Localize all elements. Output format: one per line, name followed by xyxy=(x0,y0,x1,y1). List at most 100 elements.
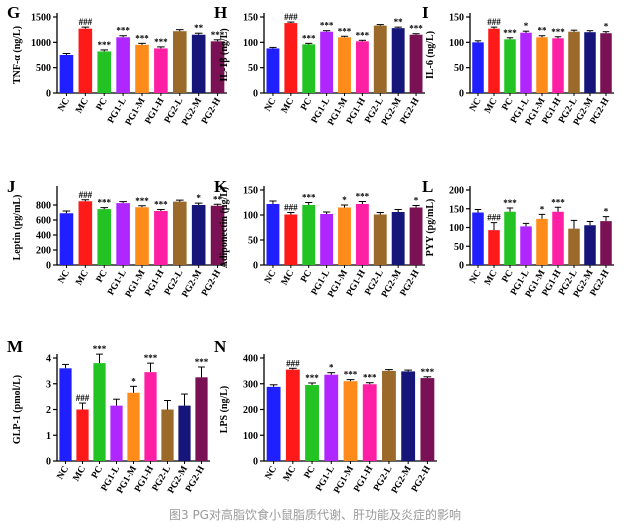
significance-label: *** xyxy=(356,30,370,40)
bar-pc xyxy=(97,209,112,265)
bar-pg2-h xyxy=(409,34,423,93)
bar-pg2-h xyxy=(409,207,423,265)
x-tick-label: MC xyxy=(282,464,299,483)
x-tick-label: PC xyxy=(90,464,105,480)
y-tick-label: 150 xyxy=(243,186,258,197)
bar-pc xyxy=(504,211,516,265)
bar-pg2-m xyxy=(584,225,596,265)
bar-nc xyxy=(472,212,484,265)
y-tick-label: 100 xyxy=(449,223,464,234)
significance-label: ### xyxy=(79,190,93,200)
bar-pg2-l xyxy=(373,25,387,93)
bar-nc xyxy=(59,213,74,265)
x-tick-label: MC xyxy=(74,96,91,115)
bar-pc xyxy=(93,363,106,461)
significance-label: *** xyxy=(116,26,130,36)
y-tick-label: 50 xyxy=(454,63,464,74)
bar-pg2-l xyxy=(568,31,580,93)
x-tick-label: PG1-H xyxy=(144,96,167,126)
significance-label: ### xyxy=(284,12,298,22)
significance-label: * xyxy=(604,207,609,217)
bar-pg2-l xyxy=(172,31,187,93)
bar-pg2-h xyxy=(420,378,435,461)
y-tick-label: 0 xyxy=(46,89,51,100)
bar-mc xyxy=(78,201,93,265)
bar-pg1-m xyxy=(536,218,548,265)
panel-letter: K xyxy=(214,177,228,196)
significance-label: *** xyxy=(211,30,225,40)
bar-pc xyxy=(504,39,516,93)
chart-panel-h: HIL-1β (ng/L)050100150NC###MC***PC***PG1… xyxy=(214,3,425,128)
significance-label: * xyxy=(329,363,334,373)
significance-label: *** xyxy=(305,373,319,383)
chart-panel-i: IIL-6 (ng/L)050100150NC###MC***PC*PG1-L*… xyxy=(422,3,614,128)
significance-label: * xyxy=(131,376,136,386)
panel-letter: H xyxy=(214,3,227,22)
bar-pg2-l xyxy=(373,214,387,265)
y-axis-label: GLP-1 (pmol/L) xyxy=(12,375,23,444)
significance-label: * xyxy=(604,22,609,32)
bar-pg2-h xyxy=(600,221,612,265)
x-tick-label: NC xyxy=(263,96,279,113)
bar-pg1-m xyxy=(135,44,149,93)
significance-label: *** xyxy=(135,196,149,206)
y-tick-label: 100 xyxy=(243,211,258,222)
bar-nc xyxy=(59,368,72,461)
y-tick-label: 1000 xyxy=(31,38,51,49)
y-tick-label: 150 xyxy=(449,13,464,24)
significance-label: *** xyxy=(344,370,358,380)
significance-label: * xyxy=(196,193,201,203)
y-tick-label: 1500 xyxy=(31,13,51,24)
significance-label: * xyxy=(540,204,545,214)
bar-pg2-m xyxy=(191,205,206,265)
bar-pc xyxy=(97,51,112,93)
y-tick-label: 150 xyxy=(449,204,464,215)
x-tick-label: MC xyxy=(72,464,89,483)
bar-pg2-m xyxy=(401,371,416,461)
x-tick-label: NC xyxy=(263,268,279,285)
y-tick-label: 500 xyxy=(36,63,51,74)
y-tick-label: 50 xyxy=(248,63,258,74)
significance-label: *** xyxy=(363,373,377,383)
x-tick-label: PG2-H xyxy=(410,464,433,494)
bar-pg2-m xyxy=(178,405,191,461)
significance-label: *** xyxy=(154,200,168,210)
significance-label: *** xyxy=(97,40,111,50)
significance-label: *** xyxy=(135,33,149,43)
bar-pg1-l xyxy=(520,226,532,265)
y-tick-label: 400 xyxy=(36,231,51,242)
significance-label: *** xyxy=(93,344,107,354)
bar-mc xyxy=(78,28,93,93)
bar-pg1-l xyxy=(324,374,339,461)
significance-label: * xyxy=(342,195,347,205)
y-axis-label: LPS (ng/L) xyxy=(219,386,230,434)
y-axis-label: Adiponectin (μg/L) xyxy=(219,187,230,269)
y-tick-label: 200 xyxy=(243,405,258,416)
significance-label: *** xyxy=(302,193,316,203)
bar-pc xyxy=(305,385,319,461)
significance-label: *** xyxy=(356,192,370,202)
bar-mc xyxy=(285,369,300,461)
bar-nc xyxy=(266,48,280,93)
y-tick-label: 50 xyxy=(248,236,258,247)
significance-label: *** xyxy=(409,24,423,34)
significance-label: *** xyxy=(144,353,158,363)
bar-pg1-l xyxy=(520,32,532,93)
bar-pg1-h xyxy=(552,211,564,265)
bar-pc xyxy=(302,205,316,265)
y-tick-label: 3 xyxy=(46,379,51,390)
y-tick-label: 50 xyxy=(454,242,464,253)
significance-label: ** xyxy=(538,26,548,36)
y-tick-label: 1 xyxy=(46,431,51,442)
bar-pg2-h xyxy=(210,205,225,265)
x-tick-label: PC xyxy=(299,268,314,284)
y-tick-label: 0 xyxy=(253,261,258,272)
significance-label: *** xyxy=(503,28,517,38)
bar-pg1-m xyxy=(338,37,351,93)
x-tick-label: PG1-H xyxy=(352,464,375,494)
bar-pg2-h xyxy=(210,41,225,93)
